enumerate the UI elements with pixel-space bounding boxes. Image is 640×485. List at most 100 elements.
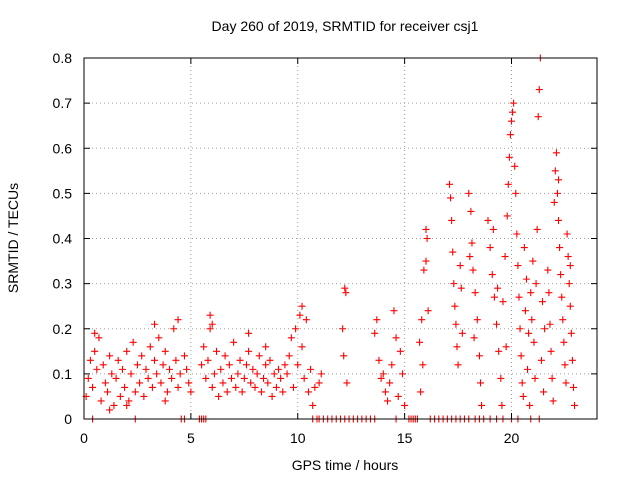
data-point [277, 374, 285, 382]
data-point [245, 347, 253, 355]
data-point [371, 329, 379, 337]
data-point [471, 289, 479, 297]
data-point [562, 379, 570, 387]
data-point [490, 293, 498, 301]
data-point [506, 131, 514, 139]
data-point [163, 388, 171, 396]
data-point [168, 374, 176, 382]
data-point [503, 212, 511, 220]
data-point [204, 356, 212, 364]
data-point [422, 257, 430, 265]
data-point [123, 347, 131, 355]
data-point [217, 365, 225, 373]
data-point [311, 383, 319, 391]
x-tick-label: 15 [397, 430, 413, 446]
data-point [528, 316, 536, 324]
x-tick-label: 10 [290, 430, 306, 446]
data-point [266, 356, 274, 364]
data-point [486, 244, 494, 252]
data-point [534, 113, 542, 121]
data-point [210, 370, 218, 378]
data-point [166, 365, 173, 373]
data-point [272, 383, 280, 391]
data-point [555, 176, 563, 184]
data-point [187, 388, 195, 396]
data-point [452, 320, 460, 328]
data-point [467, 207, 475, 215]
data-point [185, 379, 193, 387]
y-tick-label: 0.8 [53, 50, 73, 66]
data-point [417, 388, 425, 396]
data-point [315, 379, 323, 387]
data-point [488, 271, 496, 279]
data-point [456, 262, 464, 270]
data-point [283, 370, 291, 378]
data-point [221, 352, 229, 360]
data-point [559, 316, 567, 324]
data-point [563, 230, 571, 238]
data-point [317, 370, 325, 378]
data-point [373, 316, 381, 324]
data-point [469, 266, 477, 274]
y-tick-label: 0.5 [53, 185, 73, 201]
data-point [519, 392, 527, 400]
data-point [245, 329, 253, 337]
data-point [133, 361, 141, 369]
data-point [342, 289, 350, 297]
data-point [381, 388, 389, 396]
data-point [159, 361, 167, 369]
data-point [91, 347, 99, 355]
data-point [114, 356, 122, 364]
data-point [518, 379, 526, 387]
data-point [309, 401, 317, 409]
data-point [176, 370, 184, 378]
data-point [515, 293, 523, 301]
data-point [262, 361, 270, 369]
data-point [294, 361, 302, 369]
data-point [234, 370, 242, 378]
y-tick-label: 0.3 [53, 276, 73, 292]
x-axis-label: GPS time / hours [292, 457, 399, 473]
data-point [144, 374, 152, 382]
data-point [521, 307, 529, 315]
data-point [510, 99, 518, 107]
data-point [450, 280, 458, 288]
data-point [550, 198, 558, 206]
data-point [125, 397, 133, 405]
data-point [341, 284, 349, 292]
data-point [238, 388, 246, 396]
data-point [93, 365, 101, 373]
data-point [544, 266, 552, 274]
data-point [99, 361, 107, 369]
ticks-layer: 0 5 10 15 20 0 0.1 0.2 0.3 0.4 0.5 0.6 0.7 0.8 [53, 50, 597, 446]
data-point [556, 244, 564, 252]
data-point [501, 253, 509, 261]
data-point [535, 86, 543, 94]
data-point [86, 356, 94, 364]
data-point [449, 248, 457, 256]
data-point [498, 401, 506, 409]
data-point [493, 320, 501, 328]
data-point [172, 356, 180, 364]
data-point [279, 388, 287, 396]
data-point [398, 370, 406, 378]
y-tick-label: 0.2 [53, 321, 73, 337]
data-point [517, 352, 525, 360]
data-point [161, 347, 169, 355]
data-point [564, 253, 572, 261]
data-point [561, 361, 569, 369]
data-point [289, 383, 297, 391]
y-tick-label: 0.4 [53, 231, 73, 247]
data-point [377, 374, 385, 382]
data-point [104, 388, 112, 396]
chart-title: Day 260 of 2019, SRMTID for receiver csj… [212, 18, 479, 34]
data-point [494, 284, 502, 292]
data-point [558, 293, 566, 301]
data-point [180, 352, 188, 360]
x-tick-label: 20 [504, 430, 520, 446]
data-point [525, 329, 533, 337]
data-point [499, 298, 507, 306]
data-point [148, 383, 156, 391]
data-point [497, 374, 505, 382]
data-point [206, 325, 214, 333]
